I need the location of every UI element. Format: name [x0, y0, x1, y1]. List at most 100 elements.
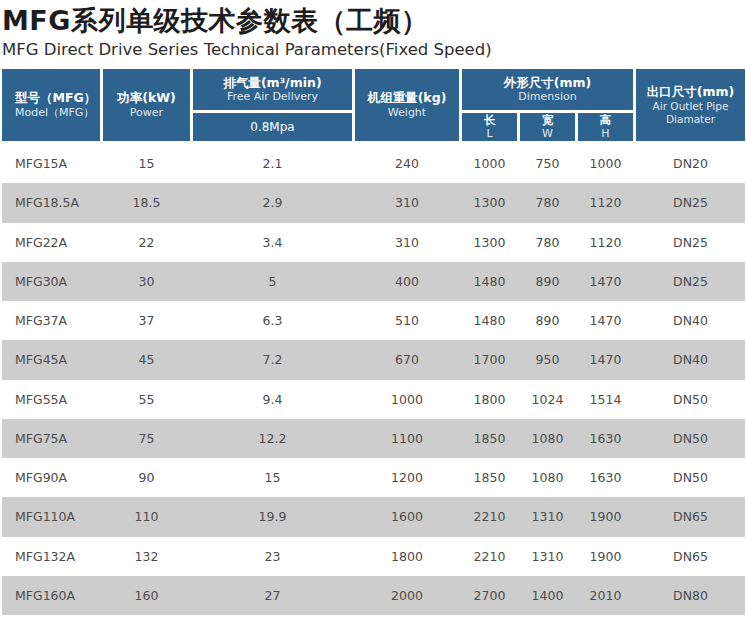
cell-weight: 1000 [355, 392, 459, 407]
cell-height: 1470 [578, 313, 633, 328]
header-dim-width-zh: 宽 [542, 113, 554, 127]
table-body: MFG15A 15 2.1 240 1000 750 1000 DN20 MFG… [2, 144, 745, 615]
cell-model: MFG45A [2, 352, 100, 367]
header-model: 型号（MFG） Model（MFG） [2, 69, 100, 141]
cell-length: 1000 [462, 156, 517, 171]
cell-power: 55 [103, 392, 190, 407]
header-fad-en: Free Air Dellvery [227, 90, 318, 104]
header-dim-length-en: L [486, 127, 492, 141]
page: MFG系列单级技术参数表（工频） MFG Direct Drive Series… [0, 0, 746, 617]
table-row: MFG75A 75 12.2 1100 1850 1080 1630 DN50 [2, 419, 745, 458]
cell-length: 2210 [462, 549, 517, 564]
cell-power: 15 [103, 156, 190, 171]
cell-weight: 670 [355, 352, 459, 367]
table-row: MFG55A 55 9.4 1000 1800 1024 1514 DN50 [2, 380, 745, 419]
cell-width: 780 [520, 235, 575, 250]
cell-outlet: DN25 [636, 195, 745, 210]
cell-weight: 1800 [355, 549, 459, 564]
header-outlet-zh: 出口尺寸(mm) [647, 84, 734, 100]
header-dim-height-zh: 高 [600, 113, 612, 127]
header-dim-height: 高 H [578, 113, 633, 141]
header-model-en: Model（MFG） [15, 106, 94, 120]
cell-width: 950 [520, 352, 575, 367]
cell-weight: 1600 [355, 509, 459, 524]
header-outlet-en: Air Outlet Pipe Diamater [636, 100, 745, 126]
cell-outlet: DN50 [636, 431, 745, 446]
table-row: MFG160A 160 27 2000 2700 1400 2010 DN80 [2, 576, 745, 615]
header-dimension-zh: 外形尺寸(mm) [504, 75, 591, 91]
page-title: MFG系列单级技术参数表（工频） [2, 4, 746, 38]
cell-weight: 400 [355, 274, 459, 289]
header-outlet: 出口尺寸(mm) Air Outlet Pipe Diamater [636, 69, 745, 141]
cell-width: 890 [520, 274, 575, 289]
cell-length: 1480 [462, 313, 517, 328]
table-row: MFG110A 110 19.9 1600 2210 1310 1900 DN6… [2, 497, 745, 536]
cell-height: 1470 [578, 274, 633, 289]
cell-fad: 5 [193, 274, 352, 289]
cell-model: MFG30A [2, 274, 100, 289]
header-power-en: Power [130, 106, 163, 120]
table-row: MFG18.5A 18.5 2.9 310 1300 780 1120 DN25 [2, 183, 745, 222]
header-fad-pressure: 0.8Mpa [193, 113, 352, 141]
cell-length: 1300 [462, 195, 517, 210]
cell-outlet: DN50 [636, 470, 745, 485]
cell-weight: 310 [355, 235, 459, 250]
cell-power: 37 [103, 313, 190, 328]
cell-power: 30 [103, 274, 190, 289]
cell-weight: 510 [355, 313, 459, 328]
header-weight-en: Weight [388, 106, 426, 120]
table-row: MFG45A 45 7.2 670 1700 950 1470 DN40 [2, 340, 745, 379]
header-dim-length-zh: 长 [484, 113, 496, 127]
header-weight-zh: 机组重量(kg) [368, 90, 447, 106]
cell-fad: 3.4 [193, 235, 352, 250]
cell-length: 1480 [462, 274, 517, 289]
cell-outlet: DN65 [636, 509, 745, 524]
cell-width: 750 [520, 156, 575, 171]
cell-fad: 23 [193, 549, 352, 564]
cell-outlet: DN25 [636, 235, 745, 250]
cell-height: 1000 [578, 156, 633, 171]
cell-weight: 240 [355, 156, 459, 171]
cell-fad: 9.4 [193, 392, 352, 407]
cell-height: 1900 [578, 509, 633, 524]
cell-outlet: DN25 [636, 274, 745, 289]
cell-height: 1630 [578, 470, 633, 485]
cell-height: 1514 [578, 392, 633, 407]
cell-power: 160 [103, 588, 190, 603]
page-subtitle: MFG Direct Drive Series Technical Parame… [2, 39, 746, 61]
cell-length: 1850 [462, 431, 517, 446]
cell-fad: 7.2 [193, 352, 352, 367]
cell-model: MFG22A [2, 235, 100, 250]
cell-fad: 12.2 [193, 431, 352, 446]
cell-height: 1630 [578, 431, 633, 446]
cell-model: MFG75A [2, 431, 100, 446]
cell-fad: 19.9 [193, 509, 352, 524]
cell-model: MFG90A [2, 470, 100, 485]
cell-width: 780 [520, 195, 575, 210]
cell-power: 75 [103, 431, 190, 446]
cell-outlet: DN80 [636, 588, 745, 603]
parameters-table: 型号（MFG） Model（MFG） 功率(kW) Power 排气量(m³/m… [2, 69, 745, 615]
cell-width: 1400 [520, 588, 575, 603]
cell-weight: 1200 [355, 470, 459, 485]
header-fad: 排气量(m³/min) Free Air Dellvery [193, 69, 352, 110]
table-row: MFG37A 37 6.3 510 1480 890 1470 DN40 [2, 301, 745, 340]
cell-weight: 1100 [355, 431, 459, 446]
cell-length: 1300 [462, 235, 517, 250]
table-row: MFG90A 90 15 1200 1850 1080 1630 DN50 [2, 458, 745, 497]
cell-outlet: DN20 [636, 156, 745, 171]
table-row: MFG15A 15 2.1 240 1000 750 1000 DN20 [2, 144, 745, 183]
cell-model: MFG15A [2, 156, 100, 171]
header-weight: 机组重量(kg) Weight [355, 69, 459, 141]
header-fad-zh: 排气量(m³/min) [223, 75, 321, 91]
cell-model: MFG18.5A [2, 195, 100, 210]
cell-weight: 2000 [355, 588, 459, 603]
cell-width: 890 [520, 313, 575, 328]
header-model-zh: 型号（MFG） [15, 90, 96, 106]
cell-width: 1310 [520, 549, 575, 564]
cell-outlet: DN40 [636, 313, 745, 328]
cell-fad: 2.9 [193, 195, 352, 210]
header-dim-length: 长 L [462, 113, 517, 141]
cell-outlet: DN50 [636, 392, 745, 407]
cell-power: 90 [103, 470, 190, 485]
